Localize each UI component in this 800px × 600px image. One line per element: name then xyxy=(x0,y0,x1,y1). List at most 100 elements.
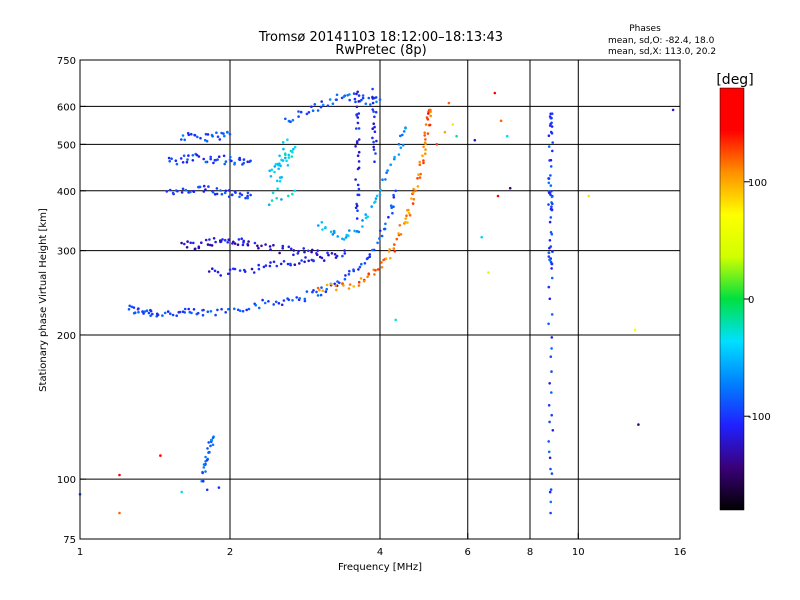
echo-point xyxy=(343,249,346,252)
echo-point xyxy=(292,249,296,252)
echo-point xyxy=(384,178,387,181)
echo-point xyxy=(366,215,370,218)
echo-point xyxy=(548,490,552,494)
echo-point xyxy=(550,121,553,125)
echo-point xyxy=(372,122,376,125)
y-tick-label: 75 xyxy=(63,535,76,546)
echo-point xyxy=(151,312,154,316)
echo-point xyxy=(548,220,552,224)
echo-point xyxy=(374,200,377,203)
echo-point xyxy=(216,270,220,274)
echo-point xyxy=(329,230,333,234)
echo-point xyxy=(336,280,339,283)
echo-point xyxy=(192,241,195,245)
echo-point xyxy=(118,511,121,515)
echo-point xyxy=(354,178,357,181)
echo-point xyxy=(372,110,375,113)
echo-point xyxy=(216,158,219,161)
echo-point xyxy=(547,440,550,443)
echo-point xyxy=(246,243,250,247)
echo-point xyxy=(451,123,455,126)
echo-point xyxy=(549,165,553,168)
echo-point xyxy=(551,429,555,432)
echo-point xyxy=(356,230,359,233)
echo-point xyxy=(347,273,351,276)
echo-point xyxy=(637,423,640,426)
echo-point xyxy=(277,167,281,171)
echo-point xyxy=(369,103,372,106)
echo-point xyxy=(360,98,363,102)
echo-point xyxy=(180,138,183,141)
echo-point xyxy=(394,318,398,322)
echo-point xyxy=(312,259,315,262)
colorbar-gradient xyxy=(719,87,745,511)
echo-point xyxy=(186,240,189,243)
echo-point xyxy=(366,275,369,279)
echo-point xyxy=(370,205,374,208)
echo-point xyxy=(418,163,422,166)
echo-point xyxy=(357,138,361,141)
echo-point xyxy=(418,160,422,164)
echo-point xyxy=(550,112,554,115)
echo-point xyxy=(223,238,227,242)
echo-point xyxy=(354,145,357,148)
echo-point xyxy=(366,256,370,260)
echo-point xyxy=(356,121,360,125)
echo-point xyxy=(284,117,287,121)
echo-point xyxy=(342,238,346,241)
echo-point xyxy=(316,109,320,112)
echo-point xyxy=(373,130,377,133)
echo-point xyxy=(286,138,289,141)
echo-point xyxy=(132,306,136,309)
echo-point xyxy=(357,284,361,287)
echo-point xyxy=(322,259,326,262)
echo-point xyxy=(209,438,213,442)
echo-point xyxy=(293,263,297,267)
echo-point xyxy=(261,298,264,302)
echo-point xyxy=(224,311,227,314)
echo-point xyxy=(375,100,378,104)
echo-point xyxy=(197,246,201,250)
echo-point xyxy=(318,255,322,259)
echo-point xyxy=(204,455,207,459)
echo-point xyxy=(357,150,361,154)
echo-point xyxy=(141,310,145,313)
y-tick-label: 100 xyxy=(57,475,76,486)
echo-point xyxy=(335,98,338,101)
echo-point xyxy=(330,252,334,255)
echo-point xyxy=(547,404,551,407)
echo-point xyxy=(326,104,330,107)
echo-point xyxy=(548,259,552,262)
echo-point xyxy=(240,193,244,197)
echo-point xyxy=(392,196,396,199)
echo-point xyxy=(550,116,553,120)
echo-point xyxy=(342,284,345,287)
echo-point xyxy=(356,209,359,212)
echo-point xyxy=(130,305,134,309)
echo-point xyxy=(183,242,186,246)
echo-point xyxy=(348,269,351,273)
echo-point xyxy=(219,274,222,277)
echo-point xyxy=(392,247,396,250)
echo-point xyxy=(316,249,320,252)
echo-point xyxy=(327,253,330,257)
echo-point xyxy=(305,290,309,293)
echo-point xyxy=(192,189,195,193)
echo-point xyxy=(343,252,347,255)
echo-point xyxy=(387,215,390,219)
echo-point xyxy=(227,189,231,192)
echo-point xyxy=(372,148,376,151)
echo-point xyxy=(344,274,347,277)
echo-point xyxy=(149,314,152,318)
echo-point xyxy=(550,267,553,270)
echo-point xyxy=(357,280,361,284)
echo-point xyxy=(375,194,379,198)
echo-point xyxy=(404,220,407,224)
echo-point xyxy=(373,125,376,129)
echo-point xyxy=(361,219,364,222)
echo-point xyxy=(548,297,552,301)
echo-point xyxy=(253,241,257,245)
echo-point xyxy=(218,138,222,141)
echo-point xyxy=(213,269,217,273)
